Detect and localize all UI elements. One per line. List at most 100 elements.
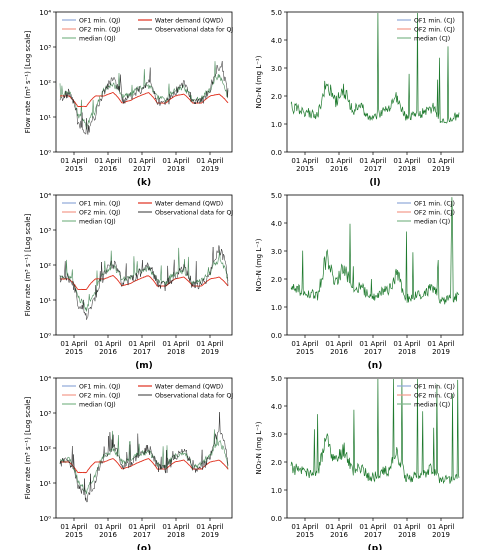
x-tick-label-year: 2018	[167, 531, 185, 539]
series-line	[59, 61, 229, 130]
legend-label: median (QJ)	[79, 36, 116, 43]
y-tick-label: 10¹	[39, 297, 51, 305]
series-line	[59, 412, 229, 503]
y-tick-label: 3.0	[271, 65, 282, 73]
x-tick-label: 01 April	[196, 157, 223, 165]
x-tick-label: 01 April	[291, 340, 318, 348]
y-tick-label: 10²	[39, 79, 51, 87]
panel-label: (k)	[137, 178, 151, 188]
y-tick-label: 10²	[39, 445, 51, 453]
x-tick-label-year: 2018	[167, 165, 185, 173]
x-tick-label: 01 April	[393, 340, 420, 348]
x-tick-label-year: 2016	[99, 531, 117, 539]
x-tick-label-year: 2015	[296, 348, 314, 356]
panel-p: 0.0 1.0 2.0 3.0 4.0 5.0 NO₃-N (mg L⁻¹) 01 April…	[255, 375, 464, 550]
y-tick-label: 10⁰	[39, 332, 51, 340]
legend-label: Water demand (QWD)	[155, 18, 223, 25]
legend-label: OF2 min. (CJ)	[414, 27, 455, 34]
x-tick-label: 01 April	[291, 523, 318, 531]
x-tick-label: 01 April	[60, 157, 87, 165]
panel-m: 10⁰ 10¹ 10² 10³ 10⁴ Flow rate (m³ s⁻¹) [Log s…	[24, 192, 233, 371]
x-tick-label-year: 2017	[364, 165, 382, 173]
x-tick-label-year: 2019	[432, 531, 450, 539]
x-tick-label-year: 2019	[201, 165, 219, 173]
x-tick-label: 01 April	[325, 523, 352, 531]
y-axis-label: Flow rate (m³ s⁻¹) [Log scale]	[24, 396, 32, 499]
y-axis-label: NO₃-N (mg L⁻¹)	[255, 238, 263, 291]
x-tick-label: 01 April	[393, 157, 420, 165]
x-tick-label-year: 2018	[398, 165, 416, 173]
x-tick-label: 01 April	[162, 340, 189, 348]
x-tick-label-year: 2015	[65, 165, 83, 173]
x-tick-label-year: 2015	[296, 165, 314, 173]
plot-frame	[286, 377, 464, 519]
y-tick-label: 4.0	[271, 220, 282, 228]
panel-label: (m)	[135, 361, 153, 371]
legend-label: OF1 min. (QJ)	[79, 201, 120, 208]
legend-label: median (QJ)	[79, 402, 116, 409]
y-tick-label: 0.0	[271, 149, 282, 157]
series-line	[59, 429, 229, 495]
x-tick-label: 01 April	[359, 523, 386, 531]
y-tick-label: 10²	[39, 262, 51, 270]
legend-label: median (CJ)	[414, 402, 450, 409]
x-tick-label-year: 2016	[330, 165, 348, 173]
y-tick-label: 0.0	[271, 332, 282, 340]
x-tick-label: 01 April	[60, 340, 87, 348]
plot-frame	[286, 11, 464, 153]
y-tick-label: 10⁴	[39, 375, 51, 383]
series-line	[290, 12, 460, 124]
x-tick-label: 01 April	[60, 523, 87, 531]
x-tick-label-year: 2015	[65, 348, 83, 356]
y-tick-label: 2.0	[271, 93, 282, 101]
x-tick-label: 01 April	[427, 340, 454, 348]
y-tick-label: 10³	[39, 227, 51, 235]
x-tick-label-year: 2019	[432, 348, 450, 356]
panel-label: (n)	[368, 361, 383, 371]
x-tick-label: 01 April	[196, 523, 223, 531]
legend-label: OF1 min. (QJ)	[79, 384, 120, 391]
y-tick-label: 3.0	[271, 431, 282, 439]
y-tick-label: 10⁴	[39, 192, 51, 200]
legend-label: OF2 min. (CJ)	[414, 210, 455, 217]
panel-n: 0.0 1.0 2.0 3.0 4.0 5.0 NO₃-N (mg L⁻¹) 01 April…	[255, 192, 464, 371]
legend-label: median (CJ)	[414, 219, 450, 226]
y-tick-label: 5.0	[271, 192, 282, 200]
y-tick-label: 1.0	[271, 304, 282, 312]
legend-label: OF1 min. (QJ)	[79, 18, 120, 25]
legend-label: median (CJ)	[414, 36, 450, 43]
y-tick-label: 10³	[39, 44, 51, 52]
x-tick-label-year: 2016	[99, 348, 117, 356]
x-tick-label-year: 2019	[201, 531, 219, 539]
x-tick-label-year: 2015	[296, 531, 314, 539]
x-tick-label: 01 April	[128, 157, 155, 165]
x-tick-label: 01 April	[128, 523, 155, 531]
x-tick-label: 01 April	[325, 157, 352, 165]
legend-label: OF1 min. (CJ)	[414, 201, 455, 208]
x-tick-label: 01 April	[128, 340, 155, 348]
panel-label: (l)	[369, 178, 380, 188]
panel-label: (p)	[368, 544, 383, 550]
legend-label: OF2 min. (QJ)	[79, 27, 120, 34]
panel-l: 0.0 1.0 2.0 3.0 4.0 5.0 NO₃-N (mg L⁻¹) 01 April…	[255, 9, 464, 188]
y-tick-label: 10⁰	[39, 515, 51, 523]
x-tick-label: 01 April	[427, 523, 454, 531]
series-line	[59, 60, 229, 135]
series-line	[59, 92, 229, 108]
y-tick-label: 3.0	[271, 248, 282, 256]
plot-frame	[286, 194, 464, 336]
series-line	[59, 275, 229, 291]
legend-label: OF2 min. (CJ)	[414, 393, 455, 400]
legend-label: OF1 min. (CJ)	[414, 18, 455, 25]
y-tick-label: 10⁰	[39, 149, 51, 157]
x-tick-label: 01 April	[359, 340, 386, 348]
x-tick-label: 01 April	[291, 157, 318, 165]
legend-label: Water demand (QWD)	[155, 384, 223, 391]
y-tick-label: 2.0	[271, 276, 282, 284]
x-tick-label-year: 2018	[167, 348, 185, 356]
x-tick-label-year: 2019	[201, 348, 219, 356]
x-tick-label-year: 2017	[133, 348, 151, 356]
x-tick-label: 01 April	[94, 523, 121, 531]
legend-label: OF1 min. (CJ)	[414, 384, 455, 391]
